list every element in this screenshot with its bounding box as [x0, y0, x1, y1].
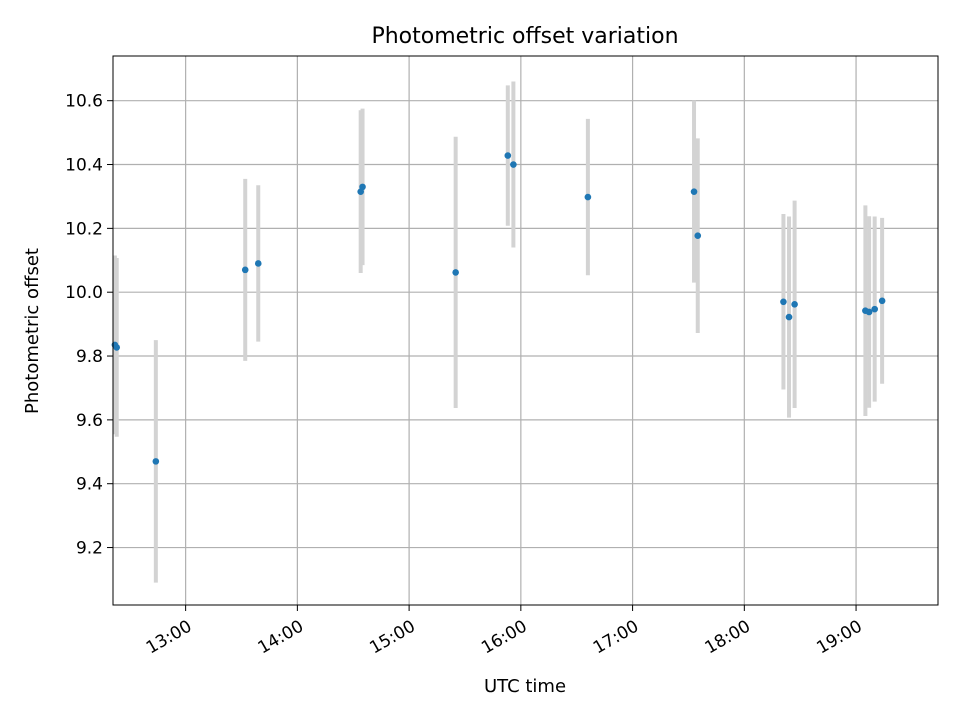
chart-title: Photometric offset variation	[371, 24, 678, 49]
grid	[113, 56, 938, 605]
plot-frame	[112, 55, 939, 606]
y-tick-label: 9.2	[76, 539, 103, 559]
data-point	[780, 298, 787, 306]
data-point	[452, 269, 459, 276]
data-point	[791, 301, 798, 308]
y-axis-label: Photometric offset	[22, 248, 43, 414]
data-point	[690, 188, 698, 195]
data-point	[865, 308, 873, 316]
y-tick-label: 10.0	[65, 283, 103, 303]
data-point	[694, 232, 702, 240]
data-point	[878, 297, 886, 305]
y-tick-label: 9.8	[76, 347, 103, 367]
data-point	[584, 193, 592, 201]
y-tick-label: 9.6	[76, 411, 103, 431]
data-point	[241, 266, 249, 274]
x-axis-label: UTC time	[484, 676, 566, 697]
data-point	[152, 458, 160, 465]
y-tick-label: 9.4	[76, 475, 103, 495]
y-axis-ticks: 9.2 9.4 9.6 9.8 10.0 10.2 10.4 10.6	[65, 92, 113, 559]
data-points	[111, 152, 886, 465]
data-point	[785, 313, 793, 321]
y-tick-label: 10.4	[65, 156, 103, 176]
data-point	[871, 305, 878, 313]
y-tick-label: 10.6	[65, 92, 103, 112]
data-point	[504, 152, 512, 159]
data-point	[113, 344, 121, 351]
data-point	[359, 183, 366, 191]
data-point	[510, 161, 517, 168]
y-tick-label: 10.2	[65, 219, 103, 239]
data-point	[254, 260, 262, 267]
